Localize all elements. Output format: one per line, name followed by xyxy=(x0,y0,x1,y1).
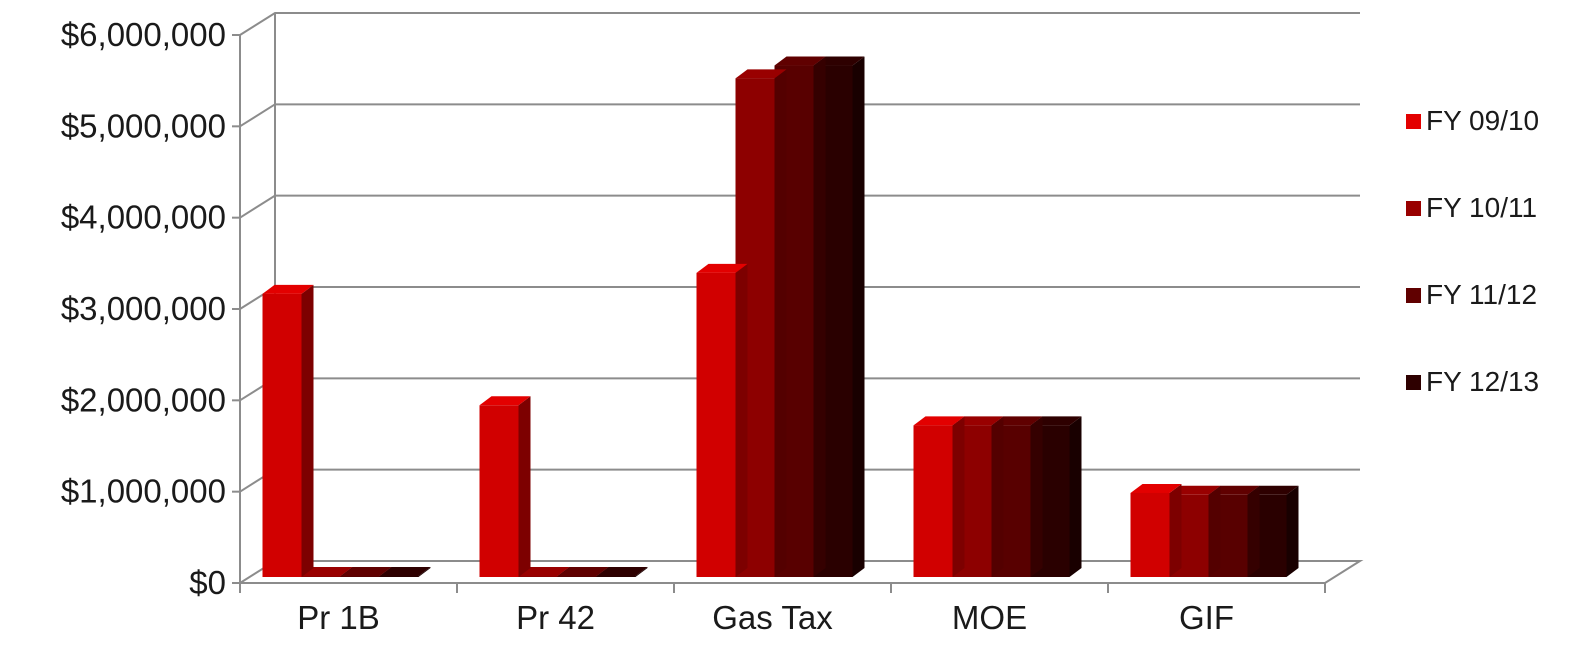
bar-side xyxy=(635,567,648,577)
gridline xyxy=(239,103,1360,128)
bar-side xyxy=(735,263,748,577)
bar-side xyxy=(1286,485,1299,577)
x-axis-labels: Pr 1B Pr 42 Gas Tax MOE GIF xyxy=(239,582,1326,636)
bar-side xyxy=(557,567,570,577)
bar-top xyxy=(774,56,826,66)
x-tick-label: MOE xyxy=(952,599,1027,636)
y-axis-ticks: $0 $1,000,000 $2,000,000 $3,000,000 $4,000,0… xyxy=(61,16,240,601)
bar xyxy=(340,567,392,577)
x-tick-label: Gas Tax xyxy=(712,599,833,636)
legend-swatch xyxy=(1406,288,1421,303)
bar-top xyxy=(301,567,353,576)
bar-front xyxy=(340,576,380,577)
y-tick-label: $6,000,000 xyxy=(61,16,226,53)
bar-side xyxy=(1069,416,1082,577)
legend-item: FY 11/12 xyxy=(1406,279,1537,310)
bar-front xyxy=(479,405,519,577)
bar-side xyxy=(952,416,965,577)
bar-front xyxy=(379,576,419,577)
bar xyxy=(557,567,609,577)
bar-top xyxy=(1247,485,1299,495)
bar-top xyxy=(735,69,787,79)
bar-side xyxy=(774,69,787,577)
bar-side xyxy=(379,567,392,577)
bar-top xyxy=(952,416,1004,426)
bar-top xyxy=(813,56,865,66)
bar-top xyxy=(557,567,609,576)
x-tick-label: Pr 42 xyxy=(516,599,595,636)
bar-top xyxy=(340,567,392,576)
bar-top xyxy=(1169,485,1221,495)
bar-front xyxy=(518,576,558,577)
bar xyxy=(696,263,748,577)
bar xyxy=(262,284,314,577)
y-tick-label: $5,000,000 xyxy=(61,107,226,144)
legend-label: FY 10/11 xyxy=(1426,192,1537,223)
bar-side xyxy=(1169,483,1182,577)
bar-front xyxy=(301,576,341,577)
bar-side xyxy=(1208,485,1221,577)
bar-top xyxy=(696,263,748,273)
legend-item: FY 09/10 xyxy=(1406,105,1539,136)
bar-top xyxy=(479,396,531,406)
legend-swatch xyxy=(1406,375,1421,390)
legend-label: FY 09/10 xyxy=(1426,105,1539,136)
y-tick-label: $4,000,000 xyxy=(61,199,226,236)
bar-top xyxy=(1208,485,1260,495)
bar-top xyxy=(991,416,1043,426)
bar-front xyxy=(557,576,597,577)
legend-label: FY 12/13 xyxy=(1426,366,1539,397)
bar-top xyxy=(596,567,648,576)
bar-side xyxy=(813,56,826,578)
bar xyxy=(479,396,531,577)
bar-side xyxy=(596,567,609,577)
bar-side xyxy=(518,396,531,577)
bar-side xyxy=(852,56,865,578)
y-tick-label: $2,000,000 xyxy=(61,381,226,418)
legend-label: FY 11/12 xyxy=(1426,279,1537,310)
y-tick-label: $3,000,000 xyxy=(61,290,226,327)
bar-top xyxy=(262,284,314,294)
bar-side xyxy=(301,284,314,577)
bar-front xyxy=(913,425,953,577)
y-tick-label: $0 xyxy=(189,564,226,601)
legend-item: FY 10/11 xyxy=(1406,192,1537,223)
bar xyxy=(913,416,965,577)
bar-top xyxy=(913,416,965,426)
x-tick-label: Pr 1B xyxy=(297,599,380,636)
bar-top xyxy=(518,567,570,576)
bar xyxy=(379,567,431,577)
bar-top xyxy=(379,567,431,576)
bar-front xyxy=(696,272,736,577)
legend-item: FY 12/13 xyxy=(1406,366,1539,397)
gridline xyxy=(239,12,1360,36)
bar-side xyxy=(991,416,1004,577)
legend-swatch xyxy=(1406,201,1421,216)
bar-top xyxy=(1030,416,1082,426)
bars xyxy=(262,56,1299,578)
bar-front xyxy=(262,293,302,577)
y-tick-label: $1,000,000 xyxy=(61,473,226,510)
bar-front xyxy=(596,576,636,577)
bar-front xyxy=(1130,492,1170,577)
bar-side xyxy=(418,567,431,577)
bar xyxy=(991,416,1043,577)
bar-side xyxy=(340,567,353,577)
bar xyxy=(596,567,648,577)
legend-swatch xyxy=(1406,114,1421,129)
bar-side xyxy=(1247,485,1260,577)
gridline xyxy=(239,194,1360,219)
bar-side xyxy=(1030,416,1043,577)
bar xyxy=(518,567,570,577)
x-tick-label: GIF xyxy=(1179,599,1234,636)
bar-top xyxy=(1130,483,1182,493)
bar xyxy=(1130,483,1182,577)
legend: FY 09/10 FY 10/11 FY 11/12 FY 12/13 xyxy=(1406,105,1539,397)
bar xyxy=(301,567,353,577)
